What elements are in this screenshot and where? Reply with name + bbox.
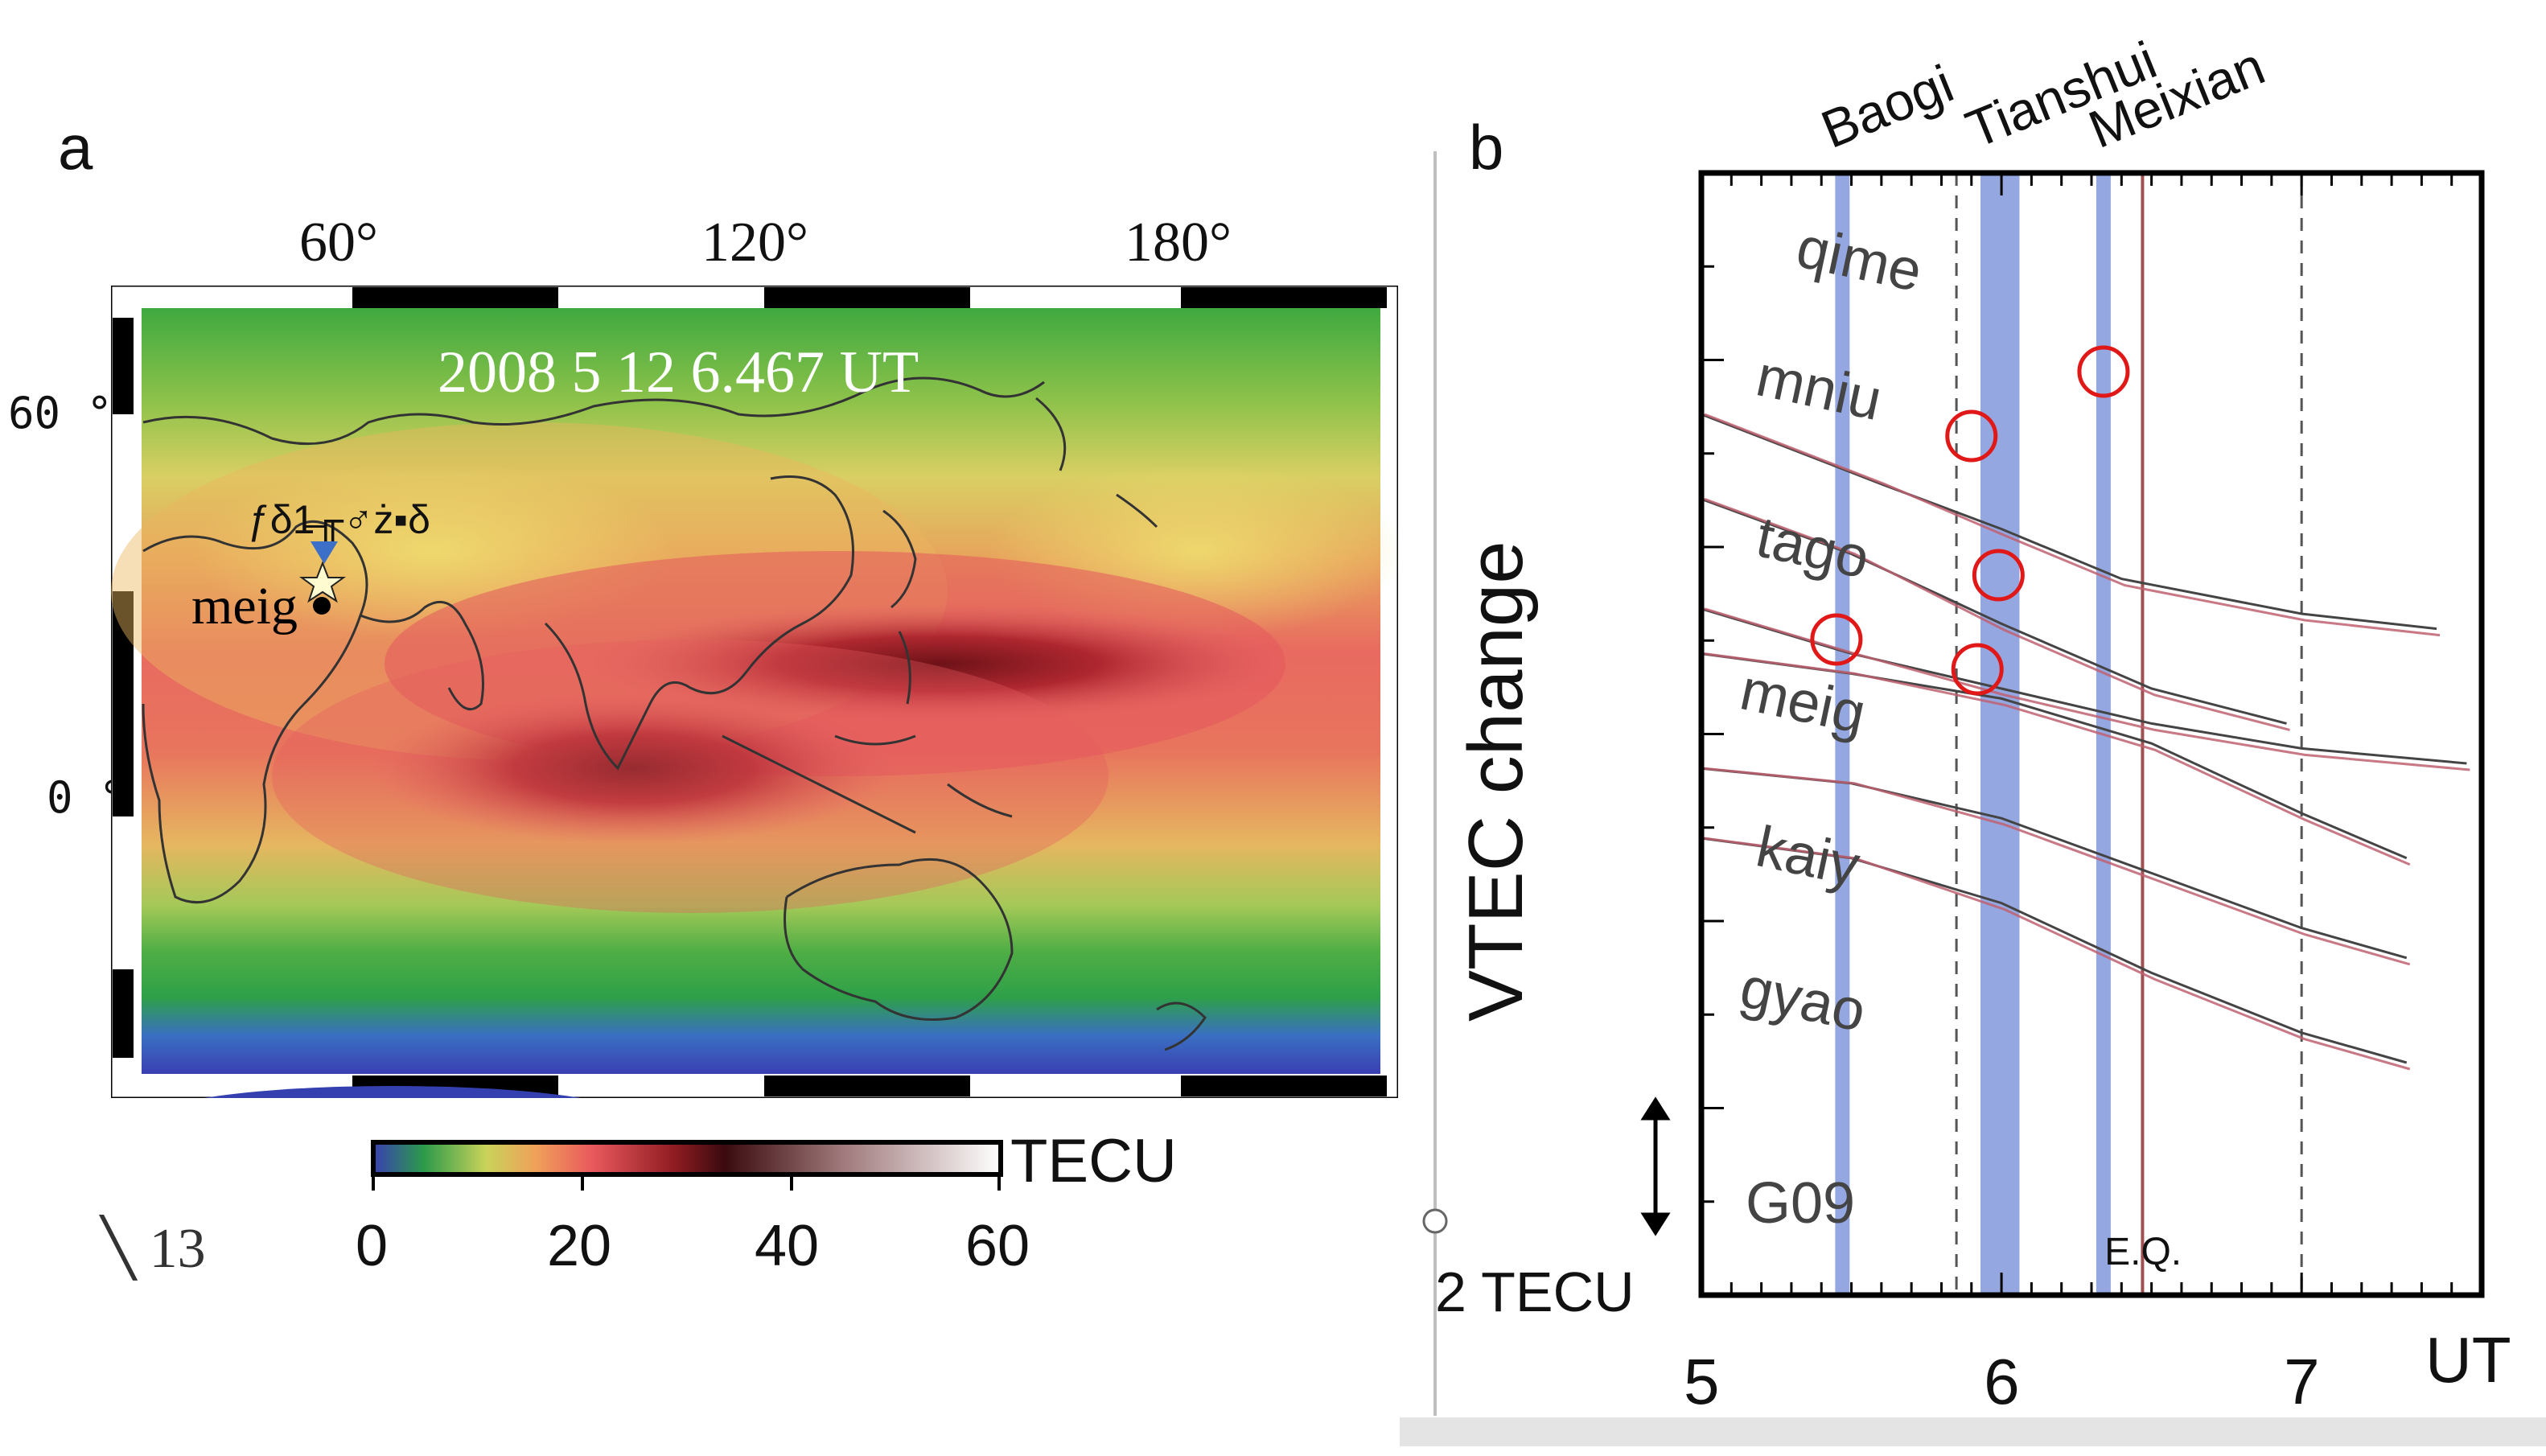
event-band-baogi (1835, 173, 1850, 1295)
station-label-meig: meig (191, 577, 298, 635)
coastlines (142, 376, 1207, 1051)
station-label-qime: qime (1791, 215, 1927, 304)
panel-b-letter: b (1469, 112, 1504, 183)
y-axis-title: VTEC change (1453, 541, 1539, 1022)
eq-label: E.Q. (2104, 1231, 2182, 1273)
station-dot (313, 597, 331, 615)
highlight-circle-3 (1810, 613, 1863, 666)
map-frame-ticks (113, 287, 1387, 1096)
map-timestamp: 2008 5 12 6.467 UT (438, 339, 919, 405)
colorbar-tick-20: 20 (547, 1214, 612, 1278)
x-tick-label-6: 6 (1984, 1346, 2020, 1417)
tec-map: 2008 5 12 6.467 UT ƒδ1̶╓♂ż▪δ meig (111, 286, 1398, 1098)
x-axis-unit: UT (2425, 1324, 2511, 1396)
highlight-circle-0 (2077, 345, 2130, 398)
station-label-G09: G09 (1746, 1171, 1855, 1236)
garbled-station-label: ƒδ1̶╓♂ż▪δ (248, 497, 430, 546)
event-label-baogi: Baogi (1813, 53, 1961, 159)
colorbar-tick-60: 60 (965, 1214, 1030, 1278)
lat-label-60: 60 ° (8, 388, 113, 438)
lon-label-60: 60° (299, 212, 378, 274)
station-label-mniu: mniu (1751, 343, 1887, 433)
colorbar-tick-0: 0 (356, 1214, 389, 1278)
panel-a-letter: a (58, 112, 93, 183)
x-tick-label-7: 7 (2284, 1346, 2320, 1417)
event-band-tianshui (1980, 173, 2020, 1295)
series-observed-mniu (1704, 497, 2290, 731)
vtec-chart: VTEC change 2 TECU qimemniutagomeigkaiyg… (1400, 30, 2546, 1446)
scale-label: 2 TECU (1435, 1261, 1635, 1323)
series-observed-meig (1704, 652, 2411, 866)
lon-label-180: 180° (1125, 212, 1232, 274)
colorbar (371, 1140, 1003, 1191)
station-label-meig: meig (1735, 657, 1871, 747)
highlight-circle-1 (1945, 409, 1998, 463)
colorbar-min-label: ╲ 13 (101, 1218, 206, 1280)
epicenter-star-icon (298, 561, 347, 603)
series-observed-gyao (1704, 837, 2411, 1071)
station-label-gyao: gyao (1735, 955, 1871, 1044)
lon-label-120: 120° (701, 212, 808, 274)
epicenter-triangle-icon (311, 541, 338, 564)
x-tick-label-5: 5 (1684, 1346, 1720, 1417)
highlight-circle-2 (1972, 549, 2025, 602)
scale-bar (1640, 1096, 1671, 1236)
series-observed-qime (1704, 413, 2441, 637)
highlight-circle-4 (1951, 643, 2004, 696)
station-label-tago: tago (1751, 504, 1875, 590)
series-observed-tago (1704, 607, 2470, 771)
series-observed-kaiy (1704, 767, 2411, 966)
colorbar-unit: TECU (1010, 1127, 1177, 1195)
colorbar-tick-40: 40 (755, 1214, 820, 1278)
